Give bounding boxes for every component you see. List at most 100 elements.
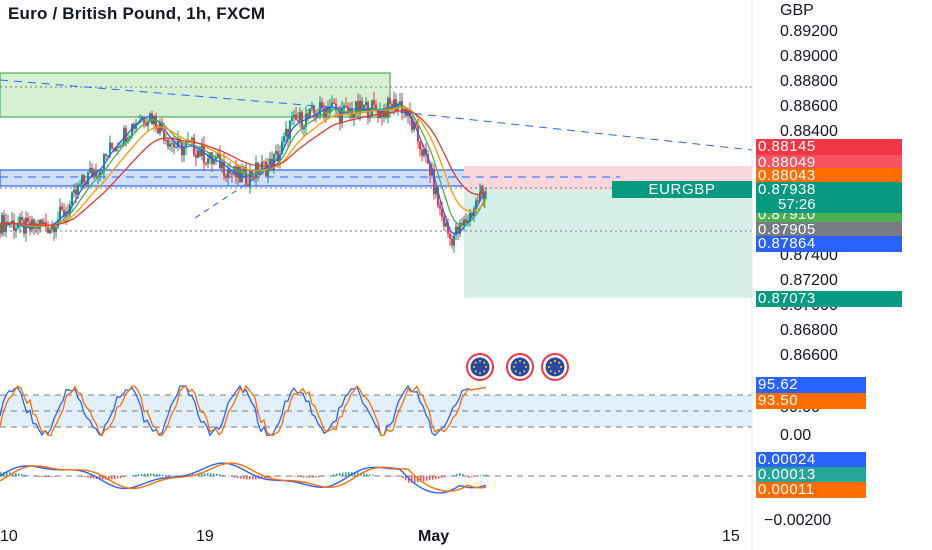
candle-body — [295, 114, 297, 121]
eu-star — [474, 361, 477, 364]
bar-countdown: 57:26 — [756, 197, 902, 213]
macd-histogram-bar — [156, 473, 158, 476]
eu-star — [558, 370, 561, 373]
ema-line — [0, 109, 487, 226]
indicator-value-tag: 0.00024 — [756, 452, 866, 468]
macd-histogram-bar — [87, 476, 89, 478]
candle-body — [387, 98, 389, 117]
candle-body — [319, 102, 321, 115]
candle-body — [201, 144, 203, 157]
macd-histogram-bar — [390, 476, 392, 477]
candle-body — [297, 120, 299, 122]
macd-histogram-bar — [339, 473, 341, 476]
eu-star — [479, 372, 481, 374]
eu-star — [558, 361, 561, 364]
macd-histogram-bar — [135, 474, 137, 476]
macd-histogram-bar — [348, 472, 350, 476]
indicator-value-tag: 0.00013 — [756, 467, 866, 483]
candle-body — [215, 157, 217, 160]
macd-histogram-bar — [444, 476, 446, 478]
candle-body — [111, 142, 113, 149]
candle-body — [227, 170, 229, 178]
candle-body — [177, 138, 179, 148]
macd-histogram-bar — [321, 476, 323, 477]
candle-body — [385, 108, 387, 117]
eu-star — [514, 370, 517, 373]
candle-body — [463, 219, 465, 226]
candle-body — [263, 161, 265, 163]
macd-histogram-bar — [291, 476, 293, 477]
eu-flag-event-icon[interactable] — [541, 353, 569, 381]
macd-histogram-bar — [483, 474, 485, 476]
macd-histogram-bar — [93, 476, 95, 479]
price-tag: 0.88049 — [756, 155, 902, 171]
eu-flag-event-icon[interactable] — [506, 353, 534, 381]
stoch-tick-label: 0.00 — [780, 427, 812, 444]
candle-body — [33, 219, 35, 229]
macd-histogram-bar — [114, 476, 116, 480]
macd-histogram-bar — [42, 476, 44, 478]
candle-body — [63, 209, 65, 217]
candle-body — [273, 153, 275, 170]
macd-histogram-bar — [198, 473, 200, 476]
candle-body — [121, 145, 123, 147]
macd-histogram-bar — [108, 476, 110, 480]
price-tag: 0.88145 — [756, 139, 902, 155]
candle-body — [235, 166, 237, 178]
candle-body — [151, 113, 153, 125]
candle-body — [359, 100, 361, 114]
candle-body — [145, 123, 147, 126]
candle-body — [47, 227, 49, 234]
candle-body — [480, 189, 483, 192]
candle-body — [279, 153, 281, 162]
eu-star — [513, 366, 515, 368]
macd-histogram-bar — [201, 473, 203, 476]
macd-histogram-bar — [369, 474, 371, 476]
macd-histogram-bar — [309, 476, 311, 478]
macd-histogram-bar — [270, 476, 272, 478]
candle-body — [197, 150, 199, 158]
macd-histogram-bar — [213, 473, 215, 476]
candle-body — [183, 146, 185, 156]
trendlines[interactable] — [0, 79, 753, 219]
candle-body — [277, 151, 279, 162]
candle-body — [101, 171, 103, 173]
macd-histogram-bar — [48, 476, 50, 478]
macd-histogram-bar — [207, 473, 209, 476]
candle-body — [231, 173, 233, 175]
candle-body — [175, 147, 177, 149]
macd-signal-line — [0, 462, 487, 492]
macd-histogram-bar — [27, 475, 29, 476]
economic-events[interactable] — [466, 353, 569, 381]
candle-body — [447, 222, 449, 234]
candle-body — [257, 162, 259, 175]
candle-body — [169, 143, 171, 147]
macd-histogram-bar — [405, 476, 407, 481]
eu-flag-event-icon[interactable] — [466, 353, 494, 381]
macd-histogram-bar — [0, 472, 2, 476]
time-tick-label: May — [418, 528, 450, 545]
macd-histogram-bar — [333, 474, 335, 476]
eu-star — [548, 366, 550, 368]
price-tick-label: 0.89200 — [780, 23, 838, 40]
macd-histogram-bar — [300, 476, 302, 478]
candle-body — [305, 113, 307, 128]
moving-averages — [0, 103, 487, 235]
candle-body — [73, 189, 75, 193]
macd-histogram-bar — [366, 473, 368, 476]
macd-histogram-bar — [111, 476, 113, 480]
macd-histogram-bar — [231, 476, 233, 477]
drawing-zones[interactable] — [0, 72, 752, 298]
macd-histogram-bar — [123, 476, 125, 478]
macd-histogram-bar — [147, 473, 149, 476]
candle-body — [115, 147, 117, 152]
macd-histogram-bar — [420, 476, 422, 482]
candle-body — [355, 101, 357, 114]
macd-histogram-bar — [126, 476, 128, 477]
candle-body — [421, 149, 423, 156]
candle-body — [449, 233, 451, 239]
candle-body — [379, 109, 381, 118]
macd-histogram-bar — [375, 475, 377, 476]
candle-body — [339, 108, 341, 124]
